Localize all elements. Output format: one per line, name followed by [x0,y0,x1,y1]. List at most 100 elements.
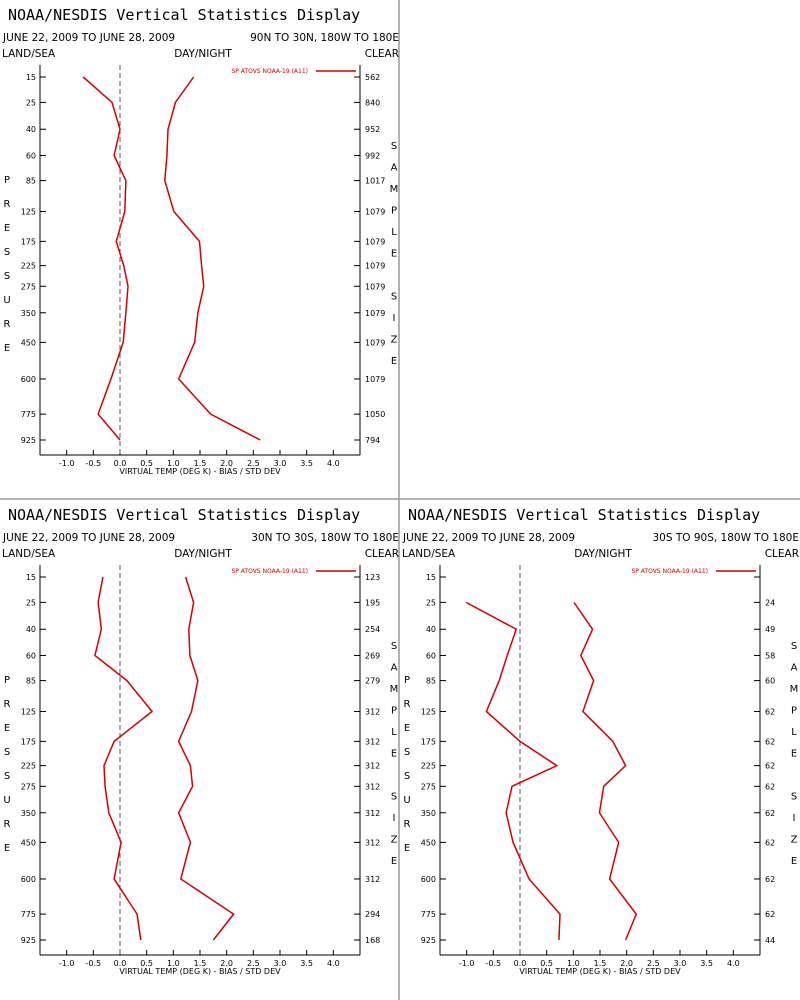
sample-size: 62 [765,782,775,791]
sample-size: 195 [365,598,380,607]
legend-label: SP ATOVS NOAA-19 (A11) [231,568,308,575]
y-tick-label: 600 [21,875,36,884]
sample-size: 794 [365,436,380,445]
x-tick-label: -1.0 [59,959,75,968]
y-axis-label: PRESSURE [2,175,13,367]
day-night: DAY/NIGHT [174,48,232,60]
land-sea: LAND/SEA [2,548,56,560]
x-tick-label: 0.5 [140,459,153,468]
x-tick-label: 1.5 [194,459,207,468]
std-dev-line [573,601,638,941]
sample-size: 62 [765,762,775,771]
x-tick-label: 2.5 [247,959,260,968]
bias-line [82,76,129,441]
y-tick-label: 60 [26,151,36,160]
y2-axis-label: SAMPLE SIZE [389,141,400,378]
y-tick-label: 25 [26,98,36,107]
sample-size: 1079 [365,309,385,318]
x-tick-label: 0.0 [114,459,127,468]
y-tick-label: 350 [21,309,36,318]
sample-size: 1079 [365,262,385,271]
day-night: DAY/NIGHT [174,548,232,560]
region: 90N TO 30N, 180W TO 180E [250,32,399,44]
sample-size: 312 [365,707,380,716]
chart-title: NOAA/NESDIS Vertical Statistics Display [408,506,760,524]
sample-size: 168 [365,936,380,945]
x-tick-label: 2.5 [647,959,660,968]
x-tick-label: 4.0 [327,459,340,468]
y-tick-label: 40 [26,625,36,634]
sample-size: 312 [365,809,380,818]
sample-size: 952 [365,125,380,134]
sample-size: 1079 [365,282,385,291]
land-sea: LAND/SEA [402,548,456,560]
panel: NOAA/NESDIS Vertical Statistics Display J… [2,506,400,976]
legend-label: SP ATOVS NOAA-19 (A11) [631,568,708,575]
std-dev-line [177,576,235,941]
sample-size: 62 [765,910,775,919]
y-tick-label: 40 [426,625,436,634]
x-tick-label: 3.0 [274,459,287,468]
x-tick-label: 2.0 [220,959,233,968]
y-tick-label: 125 [21,207,36,216]
bias-line [465,601,561,941]
y-tick-label: 15 [26,73,36,82]
subtitle: JUNE 22, 2009 TO JUNE 28, 2009 [2,532,175,544]
y-tick-label: 275 [21,282,36,291]
sample-size: 24 [765,598,775,607]
y-tick-label: 600 [21,375,36,384]
sample-size: 60 [765,677,775,686]
sample-size: 269 [365,651,380,660]
y-tick-label: 25 [26,598,36,607]
subtitle: JUNE 22, 2009 TO JUNE 28, 2009 [2,32,175,44]
sample-size: 294 [365,910,380,919]
y-tick-label: 175 [21,737,36,746]
x-tick-label: 0.5 [140,959,153,968]
x-tick-label: 1.0 [567,959,580,968]
sample-size: 1079 [365,375,385,384]
y-tick-label: 85 [26,177,36,186]
x-tick-label: 3.0 [274,959,287,968]
x-tick-label: 2.0 [620,959,633,968]
sample-size: 279 [365,677,380,686]
y-tick-label: 600 [421,875,436,884]
y-tick-label: 225 [21,262,36,271]
sample-size: 1079 [365,237,385,246]
y-tick-label: 275 [21,782,36,791]
y-tick-label: 60 [26,651,36,660]
x-tick-label: 2.0 [220,459,233,468]
y-tick-label: 450 [21,338,36,347]
y-tick-label: 450 [421,838,436,847]
sample-size: 58 [765,651,775,660]
y-tick-label: 925 [21,936,36,945]
x-tick-label: 1.0 [167,459,180,468]
x-tick-label: 4.0 [727,959,740,968]
y-tick-label: 275 [421,782,436,791]
y-tick-label: 925 [421,936,436,945]
y-tick-label: 450 [21,838,36,847]
subtitle: JUNE 22, 2009 TO JUNE 28, 2009 [402,532,575,544]
sample-size: 1017 [365,177,385,186]
x-tick-label: 0.0 [114,959,127,968]
sample-size: 62 [765,809,775,818]
region: 30S TO 90S, 180W TO 180E [652,532,799,544]
sample-size: 62 [765,707,775,716]
x-tick-label: 3.5 [300,959,313,968]
y-tick-label: 350 [21,809,36,818]
x-tick-label: -0.5 [86,459,102,468]
sample-size: 1079 [365,207,385,216]
x-tick-label: -0.5 [486,959,502,968]
x-tick-label: 0.5 [540,959,553,968]
y-tick-label: 125 [421,707,436,716]
chart-title: NOAA/NESDIS Vertical Statistics Display [8,506,360,524]
y-tick-label: 925 [21,436,36,445]
sample-size: 62 [765,875,775,884]
x-tick-label: 3.5 [700,959,713,968]
x-tick-label: -0.5 [86,959,102,968]
sample-size: 123 [365,573,380,582]
std-dev-line [164,76,261,441]
sample-size: 62 [765,737,775,746]
x-tick-label: -1.0 [59,459,75,468]
